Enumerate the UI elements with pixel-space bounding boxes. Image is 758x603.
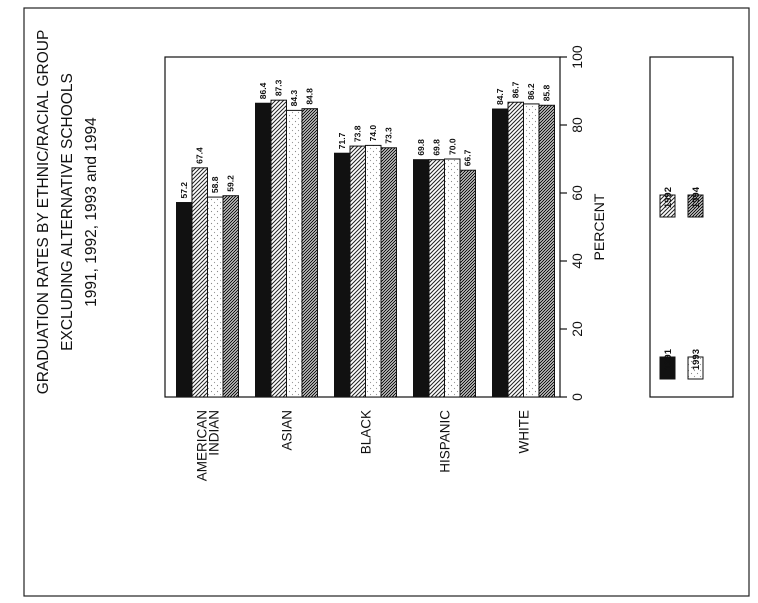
bar [207, 196, 224, 398]
bars-group: 57.2 67.4 58.8 59.2 86.4 87.3 84.3 84.8 71.7 73.8… [176, 79, 555, 398]
legend-label: 1993 [691, 349, 702, 370]
bar [413, 159, 430, 398]
value-tick-label: 40 [569, 253, 585, 269]
data-label: 58.8 [210, 176, 220, 193]
bar [270, 99, 287, 398]
chart-title: GRADUATION RATES BY ETHNIC/RACIAL GROUP E… [35, 30, 100, 395]
data-label: 74.0 [368, 125, 378, 142]
bar [286, 109, 303, 398]
legend-swatch [687, 356, 704, 380]
bar [255, 102, 272, 398]
bar [492, 108, 509, 398]
bar [538, 104, 555, 398]
data-label: 86.2 [526, 83, 536, 100]
value-tick-label: 80 [569, 117, 585, 133]
bar [459, 169, 476, 398]
legend-label: 1994 [691, 186, 702, 208]
legend-swatch [687, 194, 704, 218]
bar [349, 145, 366, 398]
data-label: 84.3 [289, 90, 299, 107]
value-axis: 0 20 40 60 80 100 [560, 45, 585, 401]
bar [334, 152, 351, 398]
chart-title-line: GRADUATION RATES BY ETHNIC/RACIAL GROUP [35, 30, 52, 395]
bar [301, 108, 318, 398]
data-label: 69.8 [416, 139, 426, 156]
data-label: 87.3 [274, 79, 284, 96]
value-tick-label: 60 [569, 185, 585, 201]
legend-swatch [659, 194, 676, 218]
data-label: 86.7 [511, 81, 521, 98]
data-label: 66.7 [463, 149, 473, 166]
data-label: 71.7 [337, 132, 347, 149]
legend-label: 1992 [663, 187, 674, 208]
data-label: 69.8 [432, 139, 442, 156]
bar [222, 195, 239, 398]
category-label: BLACK [359, 410, 374, 454]
category-label: WHITE [517, 410, 532, 454]
data-label: 73.3 [384, 127, 394, 144]
legend-swatch [659, 356, 676, 380]
category-label: INDIAN [207, 410, 222, 456]
bar [507, 101, 524, 398]
data-label: 85.8 [542, 84, 552, 101]
bar [176, 202, 193, 398]
data-label: 86.4 [258, 82, 268, 99]
category-label: ASIAN [280, 410, 295, 451]
outer-border [23, 7, 750, 597]
data-label: 57.2 [179, 182, 189, 199]
value-axis-title: PERCENT [591, 193, 607, 260]
bar [365, 144, 382, 398]
chart-title-line: EXCLUDING ALTERNATIVE SCHOOLS [59, 73, 76, 351]
value-tick-label: 0 [569, 393, 585, 401]
value-tick-label: 100 [569, 45, 585, 69]
bar [523, 103, 540, 398]
bar [444, 158, 461, 398]
legend: 1991 1993 1992 1994 [649, 56, 734, 398]
legend-label: 1991 [663, 348, 674, 370]
data-label: 59.2 [226, 175, 236, 192]
data-label: 67.4 [195, 147, 205, 164]
bar [191, 167, 208, 398]
category-label: HISPANIC [438, 410, 453, 473]
bar [380, 147, 397, 398]
data-label: 84.7 [495, 88, 505, 105]
category-label: AMERICAN [195, 410, 210, 481]
legend-box [649, 56, 734, 398]
value-tick-label: 20 [569, 321, 585, 337]
data-label: 73.8 [353, 125, 363, 142]
data-label: 70.0 [447, 138, 457, 155]
chart-title-line: 1991, 1992, 1993 and 1994 [83, 117, 100, 307]
bar [428, 159, 445, 398]
data-label: 84.8 [305, 88, 315, 105]
